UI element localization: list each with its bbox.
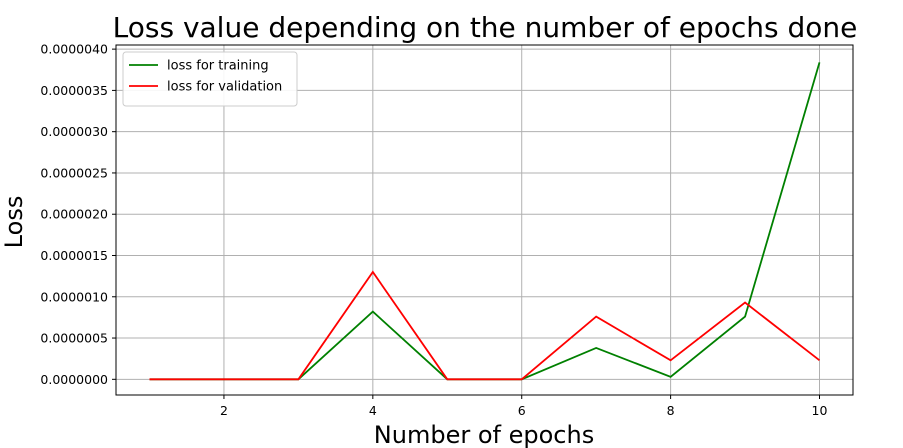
x-tick-label: 4 — [369, 403, 377, 418]
x-tick-label: 10 — [812, 403, 828, 418]
series-line-validation — [149, 270, 821, 381]
axis-ticks: 2 4 6 8 10 0.0000000 0.0000005 0.0000010 0.00000… — [40, 42, 827, 418]
legend: loss for training loss for validation — [122, 51, 298, 107]
x-axis-label: Number of epochs — [374, 421, 594, 448]
series-line-training — [149, 62, 821, 381]
series-lines — [149, 62, 821, 381]
y-tick-label: 0.0000030 — [40, 124, 108, 139]
plot-area-frame — [115, 44, 854, 396]
y-tick-label: 0.0000025 — [40, 165, 108, 180]
y-tick-label: 0.0000010 — [40, 289, 108, 304]
legend-box — [122, 51, 298, 107]
x-tick-label: 6 — [518, 403, 526, 418]
chart-title: Loss value depending on the number of ep… — [113, 11, 858, 44]
y-tick-label: 0.0000040 — [40, 42, 108, 57]
legend-label: loss for validation — [167, 80, 282, 95]
y-tick-label: 0.0000015 — [40, 248, 108, 263]
y-tick-label: 0.0000005 — [40, 331, 108, 346]
y-tick-label: 0.0000035 — [40, 83, 108, 98]
y-tick-label: 0.0000020 — [40, 207, 108, 222]
y-tick-label: 0.0000000 — [40, 372, 108, 387]
x-tick-label: 8 — [667, 403, 675, 418]
x-tick-label: 2 — [220, 403, 228, 418]
y-axis-label: Loss — [0, 196, 28, 249]
legend-label: loss for training — [167, 59, 269, 74]
